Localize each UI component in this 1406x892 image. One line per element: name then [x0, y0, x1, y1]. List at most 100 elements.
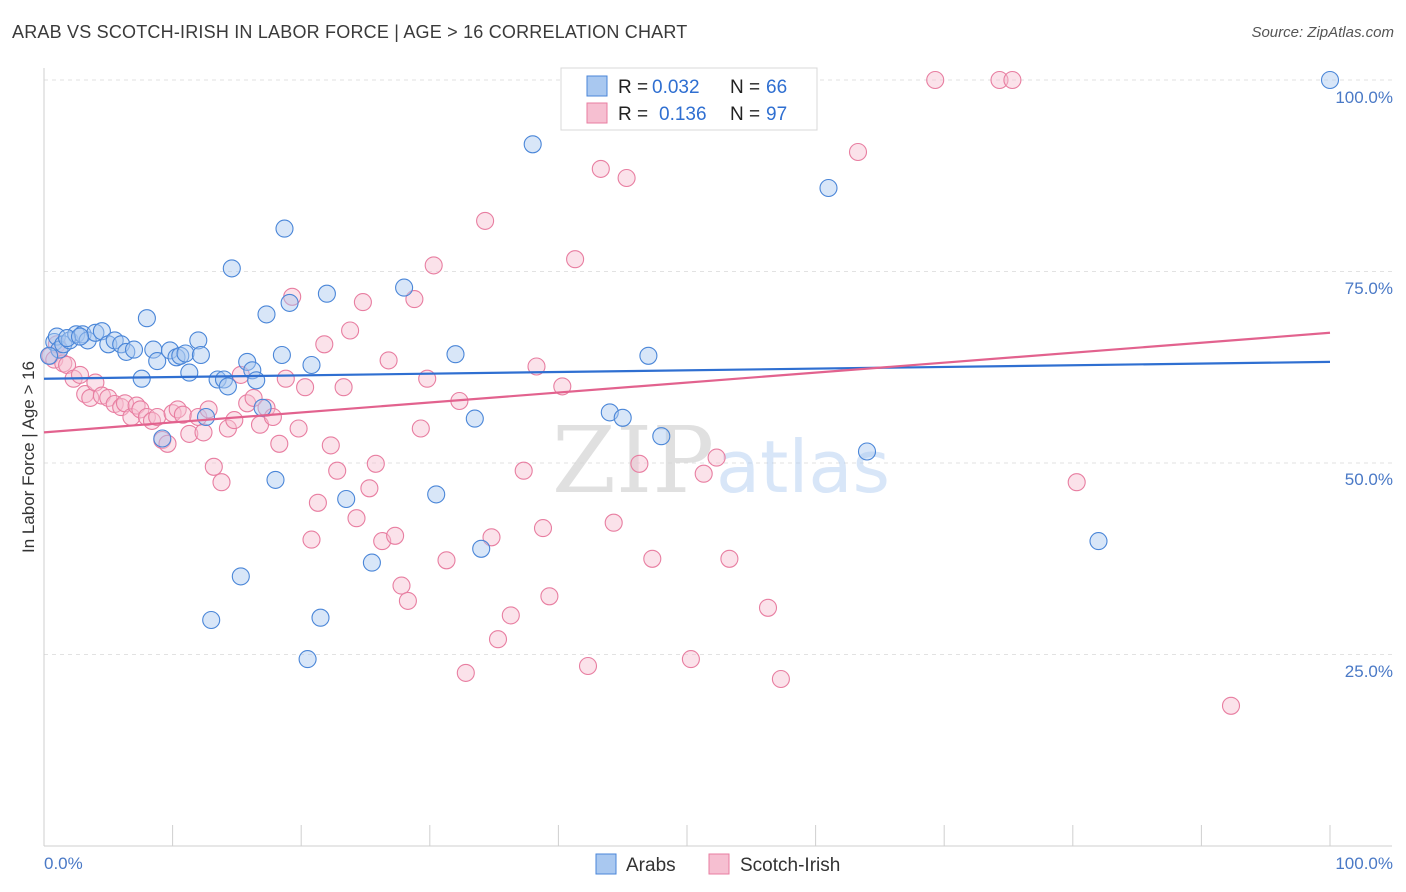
arabs-point-24	[180, 363, 199, 382]
arabs-point-51	[446, 345, 465, 364]
scotch-irish-point-71	[488, 630, 508, 649]
x-tick-100: 100.0%	[1335, 854, 1393, 873]
arabs-points	[40, 70, 1340, 669]
arabs-point-48	[362, 553, 381, 572]
arabs-point-60	[857, 442, 877, 461]
arabs-point-29	[208, 370, 227, 389]
watermark-atlas: atlas	[716, 425, 890, 509]
arabs-point-38	[257, 305, 276, 324]
chart-source: Source: ZipAtlas.com	[1251, 24, 1394, 41]
scotch-n-value: 97	[766, 104, 787, 125]
scotch-irish-point-39	[257, 398, 276, 417]
y-axis-label: In Labor Force | Age > 16	[19, 361, 38, 553]
arabs-trend-line	[43, 360, 1331, 380]
scotch-irish-point-59	[386, 526, 405, 545]
arabs-r-label: R =	[618, 77, 648, 98]
x-axis-ticks	[43, 825, 1331, 846]
arabs-point-15	[132, 369, 151, 388]
arabs-point-36	[247, 371, 266, 390]
arabs-point-43	[298, 650, 317, 669]
scotch-irish-point-69	[476, 211, 495, 230]
scotch-irish-point-27	[180, 424, 199, 443]
arabs-point-49	[395, 278, 414, 297]
scotch-irish-point-92	[926, 70, 945, 90]
scotch-irish-point-47	[308, 493, 327, 512]
scotch-series-swatch	[708, 853, 730, 875]
arabs-point-62	[1320, 70, 1340, 90]
scotch-irish-point-18	[131, 400, 150, 419]
scotch-irish-point-91	[848, 142, 868, 162]
arabs-point-27	[196, 407, 216, 427]
scotch-irish-point-81	[604, 513, 623, 532]
arabs-point-46	[317, 284, 336, 303]
arabs-n-value: 66	[766, 77, 787, 98]
scotch-irish-point-77	[553, 377, 572, 396]
arabs-point-35	[243, 361, 262, 380]
scotch-irish-point-87	[707, 448, 726, 467]
arabs-point-59	[819, 178, 838, 198]
scotch-irish-point-52	[341, 321, 360, 340]
arabs-point-26	[191, 345, 210, 365]
scotch-irish-point-31	[204, 457, 223, 476]
watermark-zip: ZIP	[552, 407, 714, 514]
arabs-point-39	[266, 470, 285, 489]
y-tick-25: 25.0%	[1345, 662, 1393, 681]
y-tick-50: 50.0%	[1345, 470, 1393, 489]
scotch-r-value: 0.136	[659, 104, 707, 125]
scotch-irish-point-90	[771, 669, 790, 689]
scotch-irish-point-63	[411, 419, 430, 438]
scotch-irish-point-85	[681, 650, 700, 669]
scotch-irish-point-23	[158, 434, 177, 453]
scotch-irish-point-89	[758, 598, 778, 617]
scotch-irish-point-88	[720, 549, 739, 568]
scotch-irish-point-78	[566, 250, 585, 269]
arabs-point-19	[153, 429, 172, 448]
scotch-irish-point-51	[334, 378, 353, 397]
arabs-point-9	[92, 322, 111, 341]
arabs-point-25	[189, 331, 208, 350]
scotch-irish-point-60	[392, 576, 411, 595]
arabs-point-57	[639, 346, 658, 365]
arabs-point-41	[275, 219, 294, 238]
arabs-point-56	[613, 408, 632, 427]
scotch-irish-point-94	[1003, 70, 1022, 90]
scotch-irish-point-55	[360, 479, 379, 498]
stats-legend: R = 0.032 N = 66 R = 0.136 N = 97	[560, 67, 818, 131]
arabs-point-58	[652, 427, 671, 446]
arabs-point-18	[148, 352, 167, 371]
x-tick-0: 0.0%	[44, 854, 83, 873]
arabs-point-14	[124, 340, 144, 359]
scotch-irish-point-95	[1067, 473, 1086, 492]
scotch-series-label: Scotch-Irish	[740, 855, 840, 876]
arabs-point-54	[523, 135, 542, 154]
scotch-irish-point-75	[533, 519, 553, 538]
y-tick-75: 75.0%	[1345, 279, 1393, 298]
arabs-point-53	[472, 539, 491, 558]
scotch-irish-point-32	[212, 473, 231, 492]
scotch-irish-point-82	[617, 168, 636, 188]
arabs-point-63	[40, 346, 59, 365]
scotch-irish-point-93	[990, 70, 1009, 90]
scotch-irish-point-74	[527, 357, 546, 376]
scotch-irish-point-70	[482, 528, 501, 547]
scotch-irish-point-48	[315, 335, 334, 354]
arabs-point-32	[222, 259, 241, 278]
scotch-irish-point-56	[366, 454, 385, 473]
gridlines	[44, 79, 1392, 655]
scotch-irish-point-25	[168, 400, 187, 419]
arabs-point-64	[58, 329, 77, 348]
y-tick-100: 100.0%	[1335, 88, 1393, 107]
scotch-irish-point-34	[225, 411, 244, 430]
arabs-point-50	[427, 485, 446, 504]
scotch-irish-point-37	[244, 388, 263, 407]
arabs-point-47	[337, 489, 356, 509]
scotch-irish-point-41	[270, 434, 289, 453]
arabs-point-33	[231, 567, 250, 586]
scotch-r-label: R =	[618, 104, 648, 125]
scotch-irish-point-72	[501, 606, 520, 625]
scotch-irish-point-62	[405, 290, 424, 309]
arabs-point-23	[176, 344, 195, 363]
arabs-point-65	[70, 327, 90, 346]
scotch-irish-point-61	[398, 591, 417, 610]
